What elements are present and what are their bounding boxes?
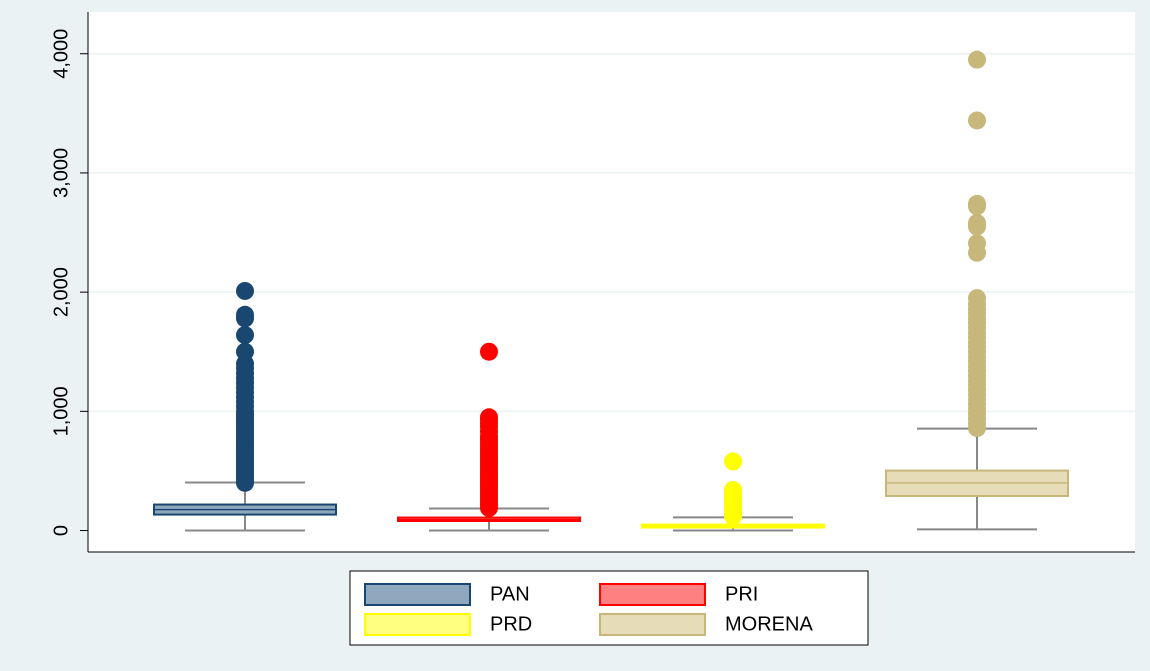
outlier: [968, 194, 986, 213]
outlier: [236, 305, 254, 324]
outlier: [968, 50, 986, 69]
y-tick-label: 3,000: [50, 148, 72, 198]
legend-swatch: [599, 583, 706, 606]
y-tick-label: 0: [50, 525, 72, 536]
outlier: [236, 326, 254, 345]
plot-area: [88, 12, 1135, 552]
y-tick-label: 2,000: [50, 267, 72, 317]
legend-label: MORENA: [725, 613, 813, 635]
legend-label: PRD: [490, 613, 532, 635]
outlier: [724, 481, 742, 500]
outlier: [480, 342, 498, 361]
outlier: [968, 234, 986, 253]
legend-label: PAN: [490, 583, 530, 605]
legend-swatch: [364, 613, 471, 636]
y-tick-label: 1,000: [50, 386, 72, 436]
legend-label: PRI: [725, 583, 758, 605]
outlier: [968, 289, 986, 308]
outlier: [236, 342, 254, 361]
legend-swatch: [599, 613, 706, 636]
outlier: [968, 213, 986, 232]
outlier: [968, 111, 986, 130]
outlier: [724, 452, 742, 471]
outlier: [236, 281, 254, 300]
legend-swatch: [364, 583, 471, 606]
y-tick-label: 4,000: [50, 29, 72, 79]
outlier: [480, 408, 498, 427]
